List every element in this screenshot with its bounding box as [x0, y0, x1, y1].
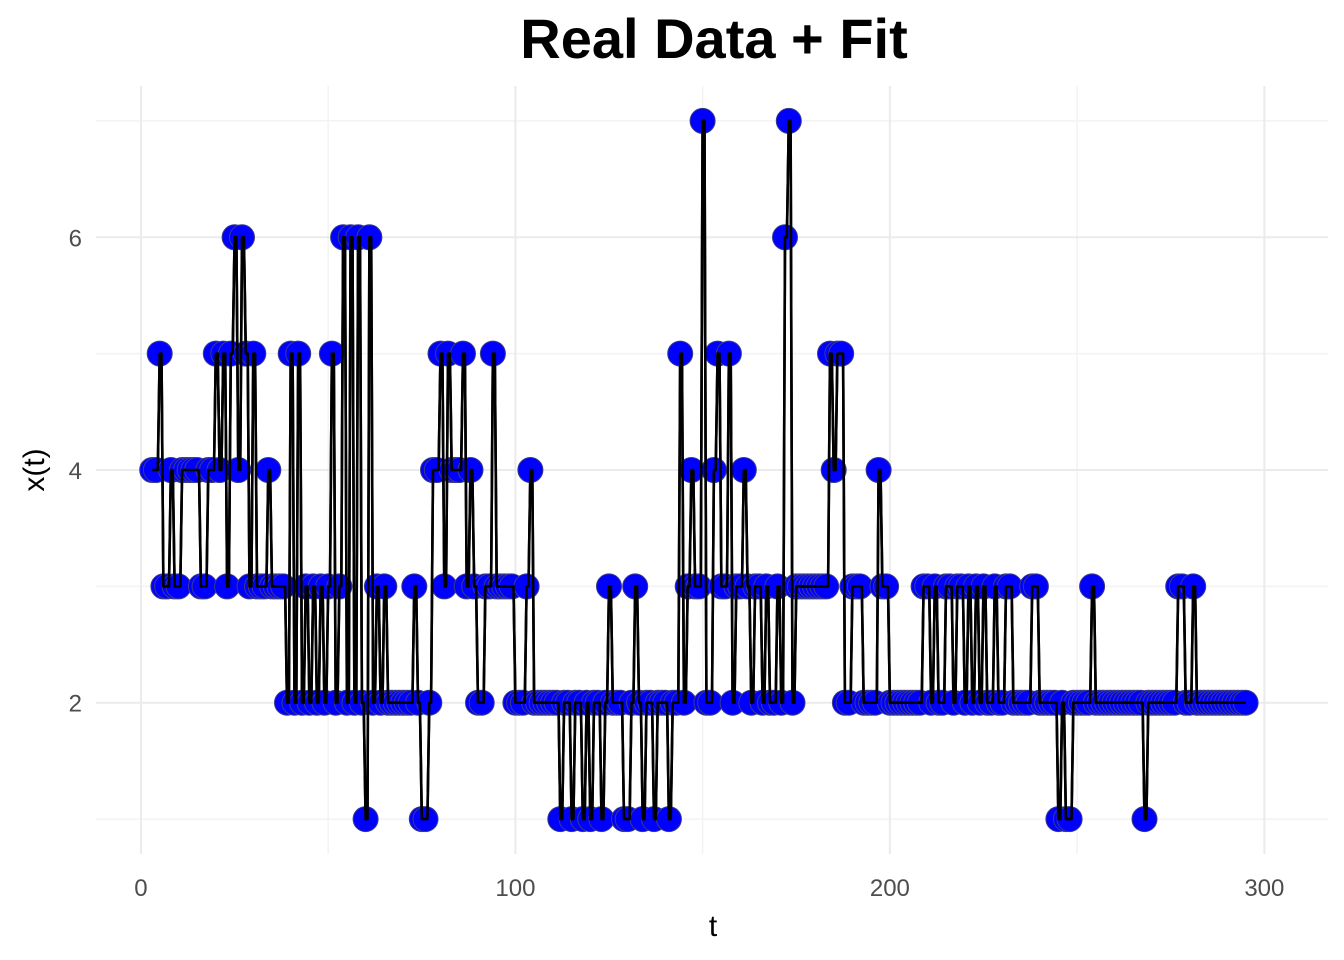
- x-axis-ticks: 0 100 200 300: [134, 875, 1284, 902]
- fit-line-overlay: [152, 119, 1246, 821]
- chart-title: Real Data + Fit: [520, 7, 907, 70]
- x-tick-label: 300: [1244, 875, 1284, 902]
- y-tick-label: 4: [69, 458, 82, 485]
- x-tick-label: 200: [870, 875, 910, 902]
- y-tick-label: 6: [69, 225, 82, 252]
- fit-series-overlay: [152, 119, 1246, 821]
- y-axis-label: x(t): [18, 448, 51, 491]
- x-tick-label: 0: [134, 875, 147, 902]
- x-tick-label: 100: [495, 875, 535, 902]
- y-axis-ticks: 2 4 6: [69, 225, 82, 717]
- x-axis-label: t: [709, 910, 718, 943]
- y-tick-label: 2: [69, 691, 82, 718]
